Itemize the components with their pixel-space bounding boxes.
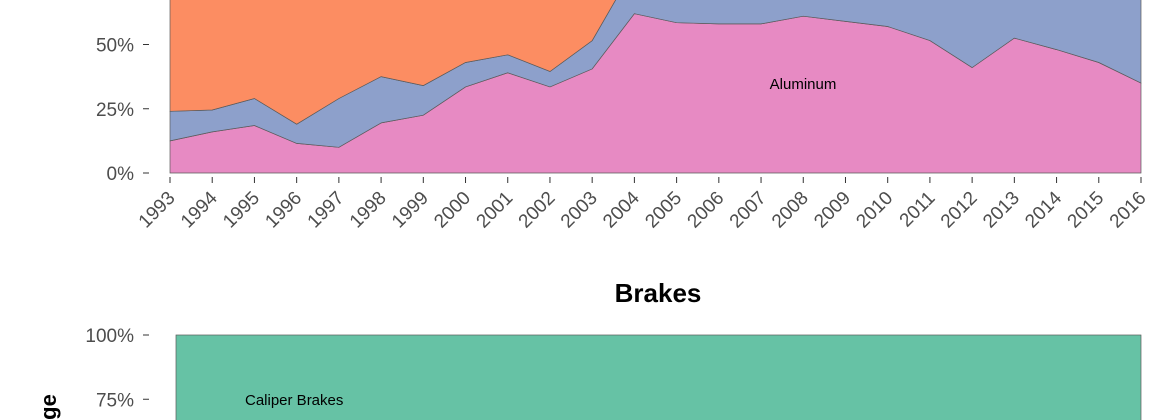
area-orange [169,0,617,125]
series-label-aluminum: Aluminum [770,76,837,93]
x-tick-label: 2004 [599,187,644,232]
top-x-axis: 1993199419951996199719981999200020012002… [135,177,1151,232]
x-tick-label: 1999 [388,188,433,233]
x-tick-label: 2015 [1064,188,1109,233]
x-tick-label: 1993 [135,188,180,233]
x-tick-label: 2016 [1106,188,1151,233]
x-tick-label: 2008 [768,188,813,233]
x-tick-label: 2006 [684,188,729,233]
y-tick-label: 25% [96,100,134,121]
top-area-chart: Aluminum 0%25%50% 1993199419951996199719… [96,0,1151,232]
top-area-layers [169,0,1142,174]
bottom-y-axis: 100% 75% [85,326,149,411]
x-tick-label: 1995 [219,188,264,233]
y-tick-label: 75% [96,390,134,411]
x-tick-label: 2002 [515,188,560,233]
chart-title-brakes: Brakes [615,278,702,308]
y-tick-label: 100% [85,326,134,347]
x-tick-label: 2010 [852,188,897,233]
y-axis-label: ge [36,394,61,420]
x-tick-label: 2009 [810,188,855,233]
area-caliper [175,334,1142,420]
bottom-area-chart: Brakes ge Caliper Brakes 100% 75% [36,278,1142,420]
x-tick-label: 2012 [937,188,982,233]
x-tick-label: 2000 [430,188,475,233]
bottom-area-layers [175,334,1142,420]
series-label-caliper-brakes: Caliper Brakes [245,392,343,409]
x-tick-label: 1998 [346,188,391,233]
x-tick-label: 2001 [473,188,518,233]
x-tick-label: 2007 [726,188,771,233]
x-tick-label: 2014 [1021,187,1066,232]
y-tick-label: 0% [107,164,135,185]
top-y-axis: 0% 25% 50% [96,36,149,185]
y-tick-label: 50% [96,36,134,57]
x-tick-label: 1996 [261,188,306,233]
x-tick-label: 2005 [641,188,686,233]
x-tick-label: 2011 [896,188,940,232]
x-tick-label: 1994 [177,187,222,232]
x-tick-label: 2003 [557,188,602,233]
x-tick-label: 2013 [979,188,1024,233]
x-tick-label: 1997 [304,188,349,233]
